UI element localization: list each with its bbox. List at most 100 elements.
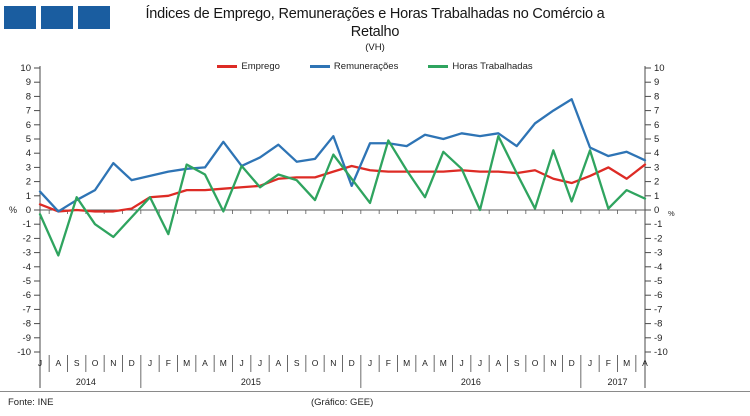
y-axis-tick-right: 8 <box>654 91 659 102</box>
y-axis-tick-left: -10 <box>17 347 31 358</box>
month-label: A <box>202 358 208 368</box>
y-axis-tick-right: 1 <box>654 191 659 202</box>
series-line-emprego <box>38 163 647 213</box>
y-axis-tick-left: 6 <box>26 120 31 131</box>
y-axis-tick-left: -6 <box>23 290 31 301</box>
month-label: S <box>514 358 520 368</box>
month-label: J <box>38 358 42 368</box>
series-line-horas-trabalhadas <box>38 135 647 257</box>
y-axis-tick-left: -3 <box>23 248 31 259</box>
y-axis-tick-right: 5 <box>654 134 659 145</box>
legend-line-remuneracoes-icon <box>309 65 330 68</box>
month-label: J <box>460 358 464 368</box>
y-axis-tick-left: -9 <box>23 333 31 344</box>
y-axis-tick-right: 4 <box>654 148 659 159</box>
logo-square-icon <box>41 6 73 29</box>
y-axis-title-left: % <box>9 205 17 215</box>
y-axis-tick-right: 3 <box>654 162 659 173</box>
y-axis-tick-right: 9 <box>654 77 659 88</box>
y-axis-tick-right: 7 <box>654 106 659 117</box>
month-label: N <box>550 358 556 368</box>
y-axis-tick-right: -2 <box>654 233 662 244</box>
month-label: M <box>623 358 630 368</box>
month-label: D <box>569 358 575 368</box>
y-axis-tick-right: -5 <box>654 276 662 287</box>
month-label: F <box>386 358 391 368</box>
y-axis-tick-left: -7 <box>23 304 31 315</box>
y-axis-tick-left: 2 <box>26 177 31 188</box>
y-axis-tick-left: -5 <box>23 276 31 287</box>
y-axis-tick-left: 1 <box>26 191 31 202</box>
source-note: Fonte: INE <box>8 397 54 408</box>
y-axis-tick-right: -6 <box>654 290 662 301</box>
month-label: M <box>403 358 410 368</box>
legend-label-emprego: Emprego <box>241 61 280 72</box>
month-label: D <box>349 358 355 368</box>
y-axis-tick-right: -1 <box>654 219 662 230</box>
year-label: 2015 <box>241 377 261 387</box>
month-label: A <box>422 358 428 368</box>
y-axis-tick-left: 8 <box>26 91 31 102</box>
y-axis-tick-right: -9 <box>654 333 662 344</box>
y-axis-title-right: % <box>668 209 675 218</box>
credit-note: (Gráfico: GEE) <box>311 397 374 408</box>
year-label: 2017 <box>607 377 627 387</box>
month-label: F <box>166 358 171 368</box>
chart-title-line1: Índices de Emprego, Remunerações e Horas… <box>145 6 605 22</box>
legend-line-emprego-icon <box>217 65 238 68</box>
y-axis-tick-left: 5 <box>26 134 31 145</box>
legend-label-horas: Horas Trabalhadas <box>452 61 533 72</box>
chart-subtitle: (VH) <box>365 42 385 54</box>
month-label: J <box>478 358 482 368</box>
y-axis-tick-left: -2 <box>23 233 31 244</box>
y-axis-tick-right: -3 <box>654 248 662 259</box>
y-axis-tick-right: -7 <box>654 304 662 315</box>
month-label: J <box>240 358 244 368</box>
month-label: F <box>606 358 611 368</box>
month-label: J <box>258 358 262 368</box>
month-label: D <box>129 358 135 368</box>
month-label: A <box>275 358 281 368</box>
series-line-remunerações <box>38 98 647 213</box>
month-label: A <box>495 358 501 368</box>
month-label: J <box>588 358 592 368</box>
axes: -10 -10-9 -9-8 -8-7 -7-6 -6-5 -5-4 -4-3 -3-2 -2-1… <box>9 63 675 388</box>
legend-label-remuneracoes: Remunerações <box>333 61 399 72</box>
month-label: S <box>74 358 80 368</box>
legend-line-horas-icon <box>428 65 449 68</box>
year-label: 2014 <box>76 377 96 387</box>
month-label: N <box>110 358 116 368</box>
x-axis: J A S O N D J F M A M J J A S O N D J F M A M J J A S O N D J F M A 2014 20… <box>38 355 648 388</box>
month-label: O <box>312 358 319 368</box>
month-label: O <box>532 358 539 368</box>
logo-squares <box>4 6 110 29</box>
y-axis-tick-right: 0 <box>654 205 659 216</box>
chart-legend: Emprego Remunerações Horas Trabalhadas <box>0 61 750 72</box>
month-label: O <box>92 358 99 368</box>
month-label: M <box>183 358 190 368</box>
chart-title-block: Índices de Emprego, Remunerações e Horas… <box>0 5 750 54</box>
legend-item-horas: Horas Trabalhadas <box>428 61 533 72</box>
y-axis-tick-left: 9 <box>26 77 31 88</box>
y-axis-tick-right: 10 <box>654 63 665 74</box>
month-label: N <box>330 358 336 368</box>
y-axis-tick-left: -4 <box>23 262 31 273</box>
logo-square-icon <box>4 6 36 29</box>
month-label: S <box>294 358 300 368</box>
y-axis-tick-right: -10 <box>654 347 668 358</box>
legend-item-emprego: Emprego <box>217 61 280 72</box>
logo-square-icon <box>78 6 110 29</box>
chart-title-line2: Retalho <box>350 24 400 41</box>
footer-divider <box>0 391 750 392</box>
y-axis-tick-left: -8 <box>23 319 31 330</box>
y-axis-tick-left: -1 <box>23 219 31 230</box>
y-axis-tick-right: -4 <box>654 262 662 273</box>
y-axis-tick-left: 7 <box>26 106 31 117</box>
y-axis-tick-right: 6 <box>654 120 659 131</box>
y-axis-tick-left: 10 <box>20 63 31 74</box>
y-axis-tick-left: 3 <box>26 162 31 173</box>
year-label: 2016 <box>461 377 481 387</box>
y-axis-tick-left: 0 <box>26 205 31 216</box>
month-label: A <box>642 358 648 368</box>
